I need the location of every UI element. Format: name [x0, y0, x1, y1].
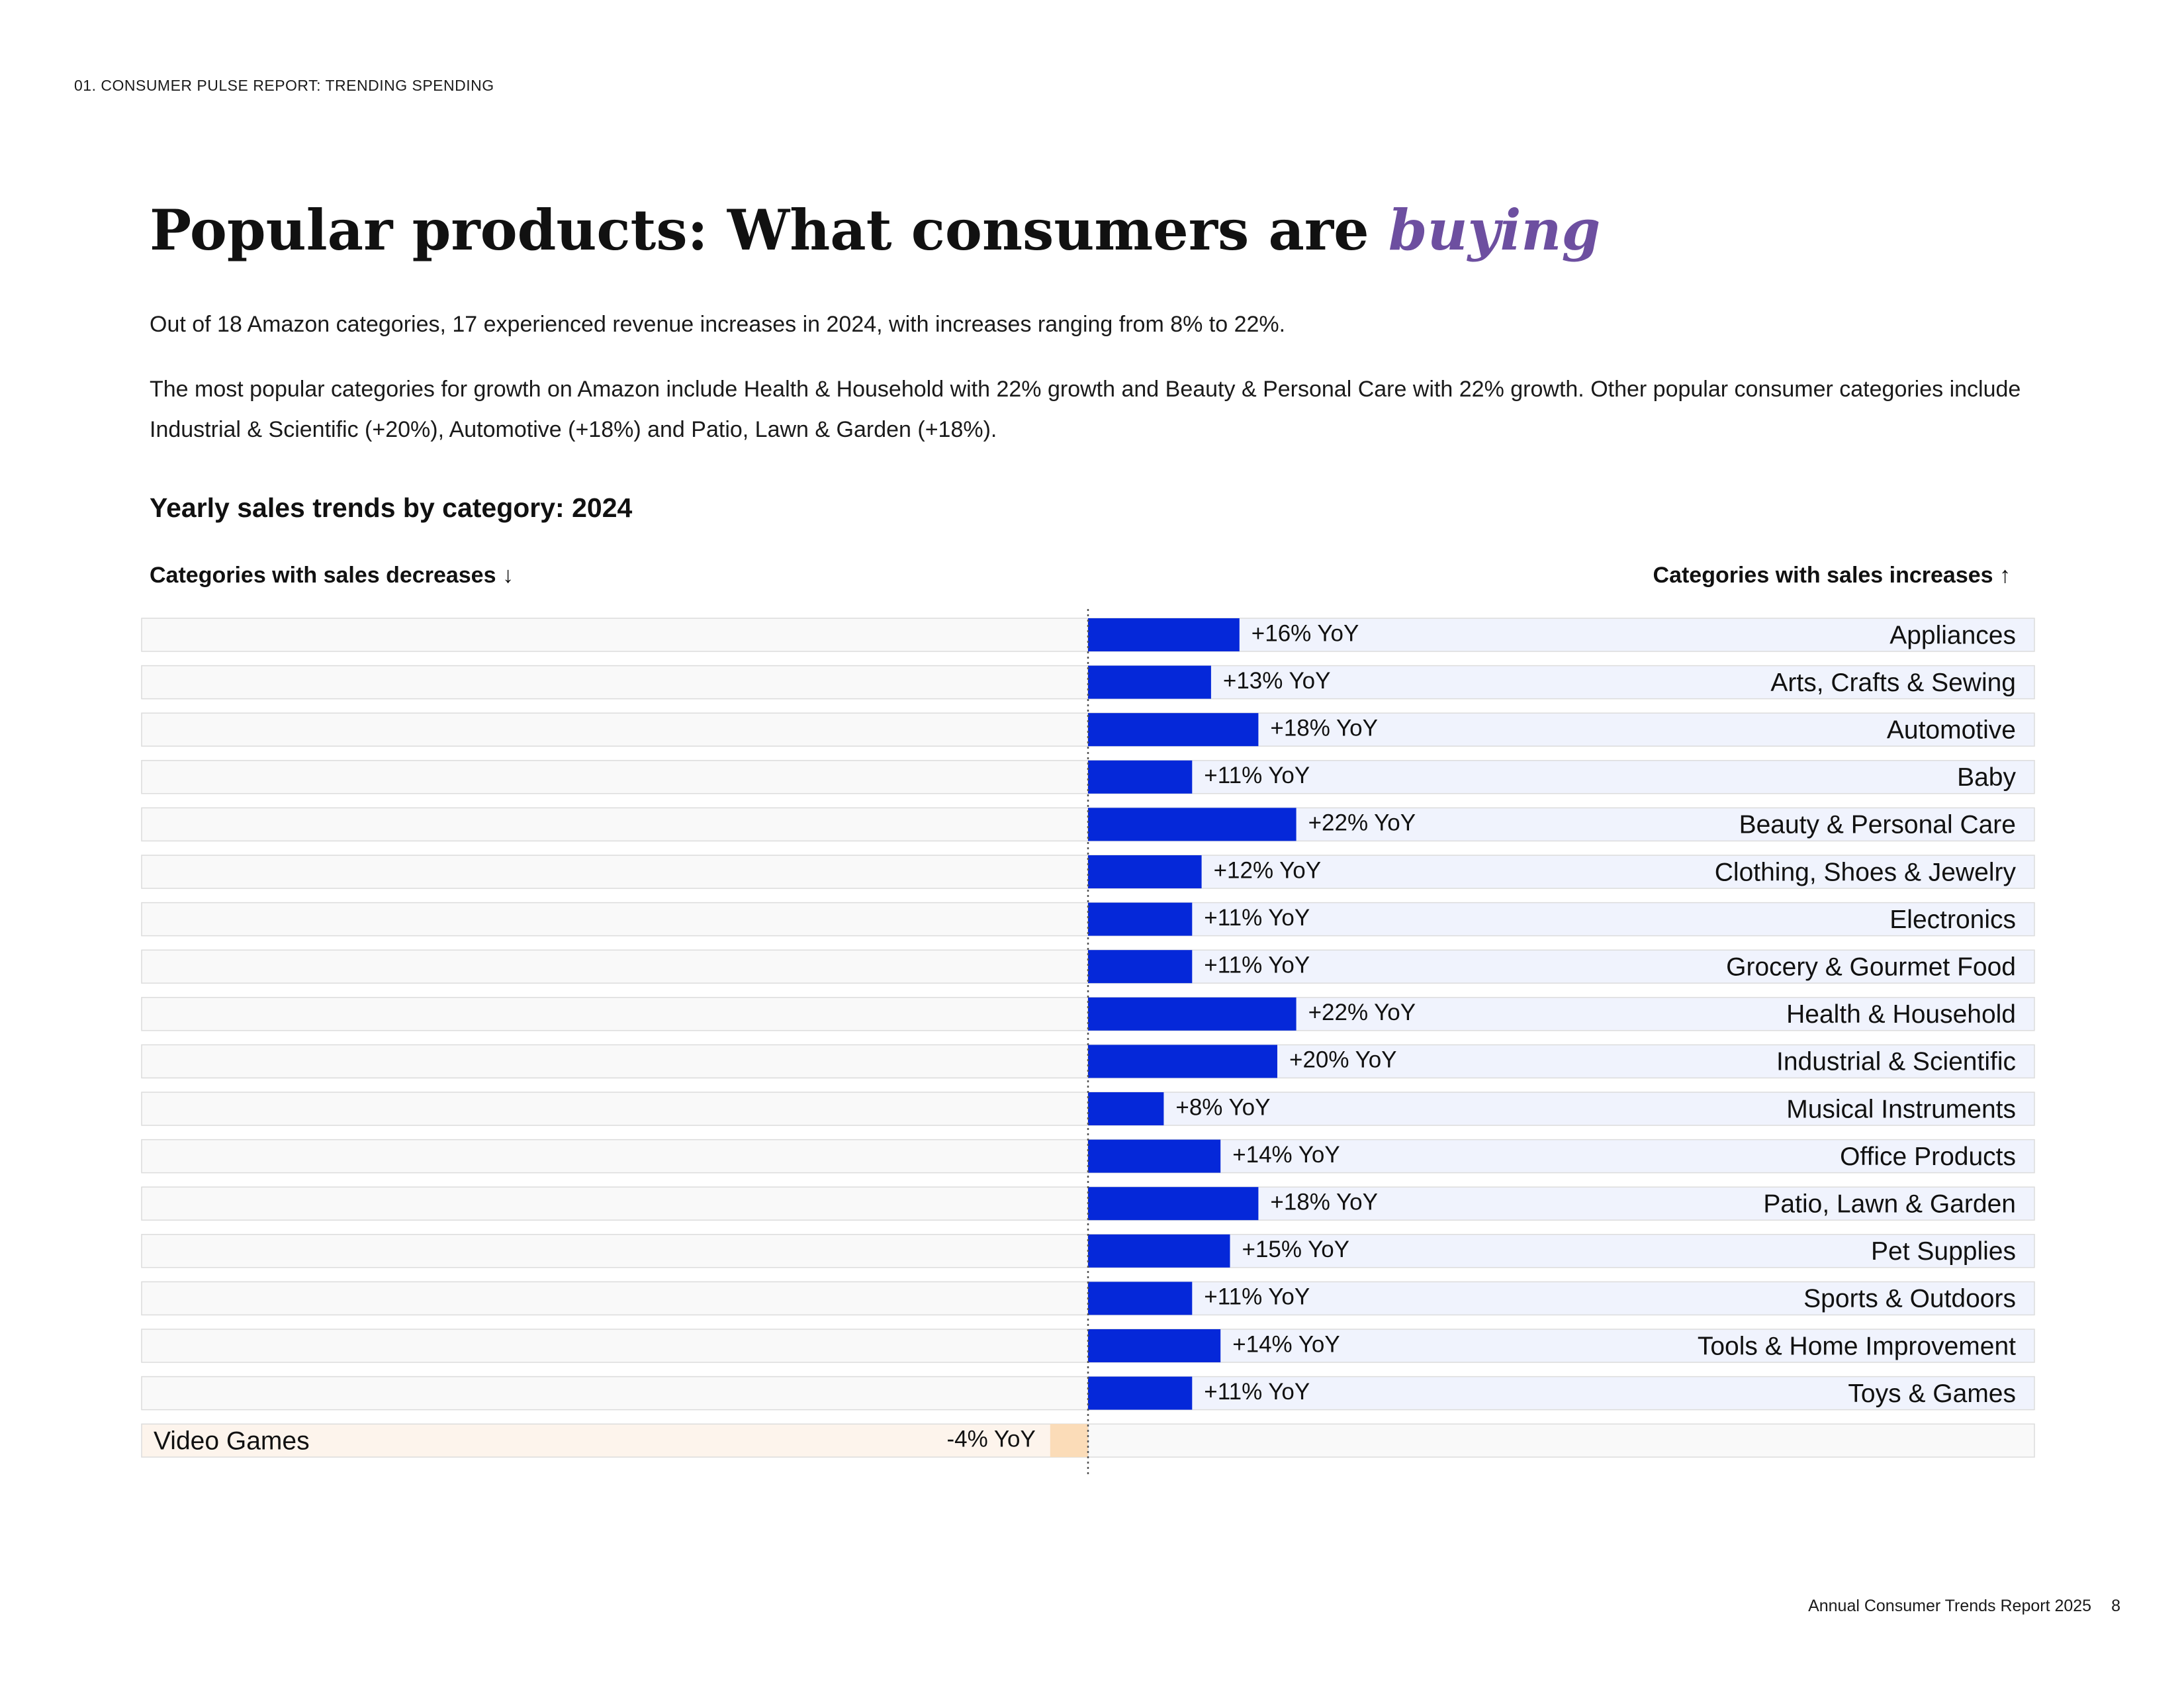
title-main: Popular products: What consumers are [150, 197, 1388, 263]
legend-increases: Categories with sales increases ↑ [1653, 563, 2011, 588]
data-label: +11% YoY [1204, 1284, 1310, 1310]
data-label: +11% YoY [1204, 905, 1310, 931]
left-track [141, 1234, 1089, 1268]
data-label: +8% YoY [1175, 1094, 1270, 1120]
bar [1088, 618, 1240, 651]
category-label: Tools & Home Improvement [1698, 1332, 2016, 1360]
section-label: 01. CONSUMER PULSE REPORT: TRENDING SPEN… [74, 77, 494, 94]
bar [1088, 713, 1259, 747]
left-track [141, 1092, 1089, 1126]
category-label: Beauty & Personal Care [1739, 811, 2016, 839]
category-label: Musical Instruments [1786, 1095, 2016, 1123]
bar [1050, 1424, 1088, 1458]
chart-title: Yearly sales trends by category: 2024 [150, 492, 633, 523]
right-track [1087, 855, 2035, 889]
data-label: +18% YoY [1270, 1189, 1378, 1215]
data-label: +11% YoY [1204, 1379, 1310, 1405]
data-label: +11% YoY [1204, 952, 1310, 978]
bar [1088, 1329, 1221, 1362]
bar [1088, 950, 1193, 984]
left-track [141, 1376, 1089, 1411]
left-track [141, 855, 1089, 889]
right-track [1087, 760, 2035, 794]
left-track [141, 760, 1089, 794]
footer-report-name: Annual Consumer Trends Report 2025 [1808, 1597, 2092, 1615]
category-label: Appliances [1889, 621, 2016, 649]
left-track [141, 1281, 1089, 1316]
left-track [141, 1329, 1089, 1363]
category-label: Automotive [1887, 716, 2016, 744]
intro-paragraph-1: Out of 18 Amazon categories, 17 experien… [150, 312, 1286, 337]
bar [1088, 1092, 1164, 1125]
page-title: Popular products: What consumers are buy… [150, 197, 1600, 263]
data-label: +15% YoY [1242, 1237, 1350, 1262]
data-label: +22% YoY [1308, 1000, 1416, 1025]
bar [1088, 855, 1202, 888]
bar [1088, 1187, 1259, 1221]
bar [1088, 808, 1297, 841]
bar [1088, 997, 1297, 1031]
category-label: Pet Supplies [1871, 1237, 2016, 1266]
title-accent: buying [1388, 197, 1601, 263]
data-label: +22% YoY [1308, 810, 1416, 836]
data-label: +11% YoY [1204, 763, 1310, 788]
data-label: +16% YoY [1251, 620, 1359, 646]
data-label: +14% YoY [1232, 1331, 1340, 1357]
bar [1088, 1139, 1221, 1173]
bar [1088, 1234, 1230, 1268]
bar [1088, 665, 1211, 699]
left-track [141, 1186, 1089, 1221]
category-label: Electronics [1889, 906, 2016, 934]
right-track [1087, 665, 2035, 700]
left-track [141, 1423, 1089, 1458]
data-label: +14% YoY [1232, 1142, 1340, 1168]
bar [1088, 1045, 1277, 1078]
left-track [141, 902, 1089, 937]
data-label: +12% YoY [1214, 857, 1322, 883]
right-track [1087, 1423, 2035, 1458]
category-label: Clothing, Shoes & Jewelry [1715, 858, 2017, 886]
bar [1088, 1376, 1193, 1410]
right-track [1087, 1281, 2035, 1316]
left-track [141, 997, 1089, 1031]
bar [1088, 760, 1193, 794]
category-label: Toys & Games [1848, 1380, 2016, 1408]
diverging-bar-chart: +16% YoY Appliances +13% YoY Arts, Crafts &… [141, 609, 2035, 1475]
bar [1088, 1282, 1193, 1315]
legend-decreases: Categories with sales decreases ↓ [150, 563, 514, 588]
left-track [141, 618, 1089, 652]
page-number: 8 [2111, 1597, 2120, 1615]
data-label: -4% YoY [947, 1426, 1036, 1452]
category-label: Video Games [154, 1427, 310, 1455]
left-track [141, 665, 1089, 700]
left-track [141, 1139, 1089, 1174]
left-track [141, 712, 1089, 747]
category-label: Sports & Outdoors [1803, 1285, 2016, 1313]
left-track [141, 1044, 1089, 1079]
right-track [1087, 1139, 2035, 1174]
right-track [1087, 618, 2035, 652]
category-label: Patio, Lawn & Garden [1763, 1190, 2016, 1218]
intro-paragraph-2: The most popular categories for growth o… [150, 377, 2021, 442]
left-track [141, 949, 1089, 984]
right-track [1087, 949, 2035, 984]
footer: Annual Consumer Trends Report 2025 8 [1808, 1597, 2120, 1616]
data-label: +18% YoY [1270, 715, 1378, 741]
right-track [1087, 1234, 2035, 1268]
category-label: Health & Household [1786, 1000, 2016, 1029]
data-label: +13% YoY [1223, 668, 1331, 694]
category-label: Industrial & Scientific [1776, 1048, 2016, 1076]
bar [1088, 902, 1193, 936]
data-label: +20% YoY [1289, 1047, 1397, 1073]
left-track [141, 807, 1089, 842]
right-track [1087, 1376, 2035, 1411]
category-label: Arts, Crafts & Sewing [1770, 669, 2016, 697]
right-track [1087, 1092, 2035, 1126]
category-label: Office Products [1840, 1143, 2016, 1171]
category-label: Grocery & Gourmet Food [1726, 953, 2016, 981]
category-label: Baby [1957, 763, 2016, 792]
right-track [1087, 1329, 2035, 1363]
